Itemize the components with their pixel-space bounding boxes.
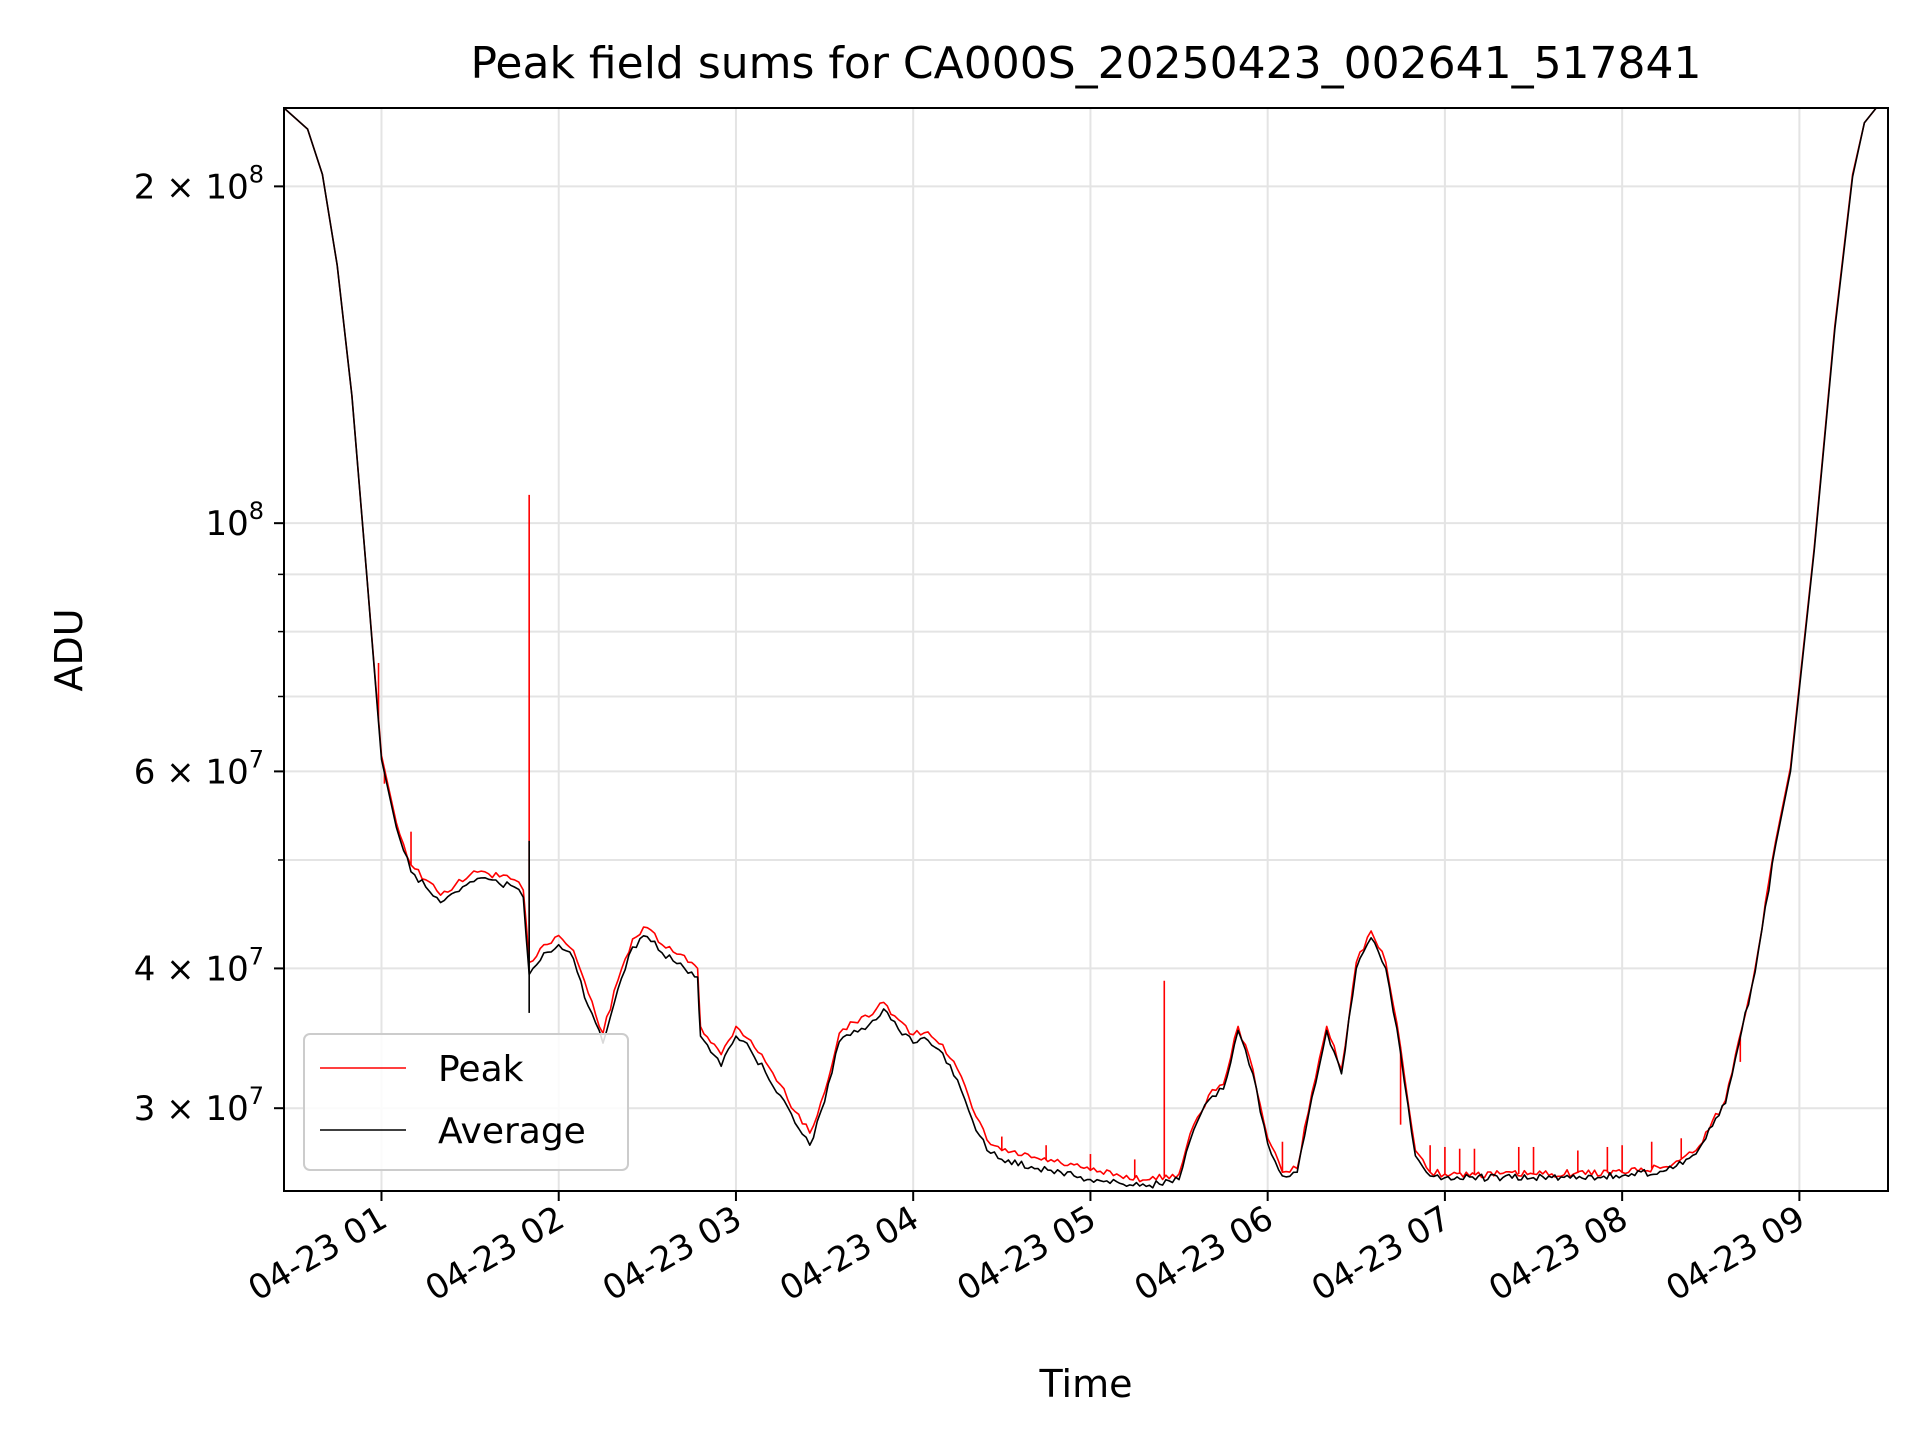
y-tick-label: 3 × 107 bbox=[134, 1082, 264, 1129]
grid bbox=[284, 108, 1888, 1191]
x-axis-label: Time bbox=[1039, 1362, 1133, 1406]
y-axis: 2 × 108 108 6 × 107 4 × 107 3 × 107 bbox=[134, 160, 284, 1129]
series-average bbox=[284, 108, 1888, 1189]
series-line-average bbox=[284, 108, 1888, 1189]
y-tick-label: 2 × 108 bbox=[134, 160, 264, 207]
y-axis-label: ADU bbox=[47, 608, 91, 691]
legend-label-average: Average bbox=[438, 1111, 586, 1152]
plot-lines bbox=[284, 108, 1888, 1189]
y-tick-label: 4 × 107 bbox=[134, 942, 264, 989]
y-tick-label: 108 bbox=[205, 497, 264, 544]
chart-title: Peak field sums for CA000S_20250423_0026… bbox=[470, 38, 1701, 89]
plot-frame bbox=[283, 107, 1889, 1192]
series-peak bbox=[284, 108, 1888, 1183]
legend-label-peak: Peak bbox=[438, 1049, 524, 1090]
legend: Peak Average bbox=[303, 1033, 629, 1171]
y-tick-label: 6 × 107 bbox=[134, 745, 264, 792]
